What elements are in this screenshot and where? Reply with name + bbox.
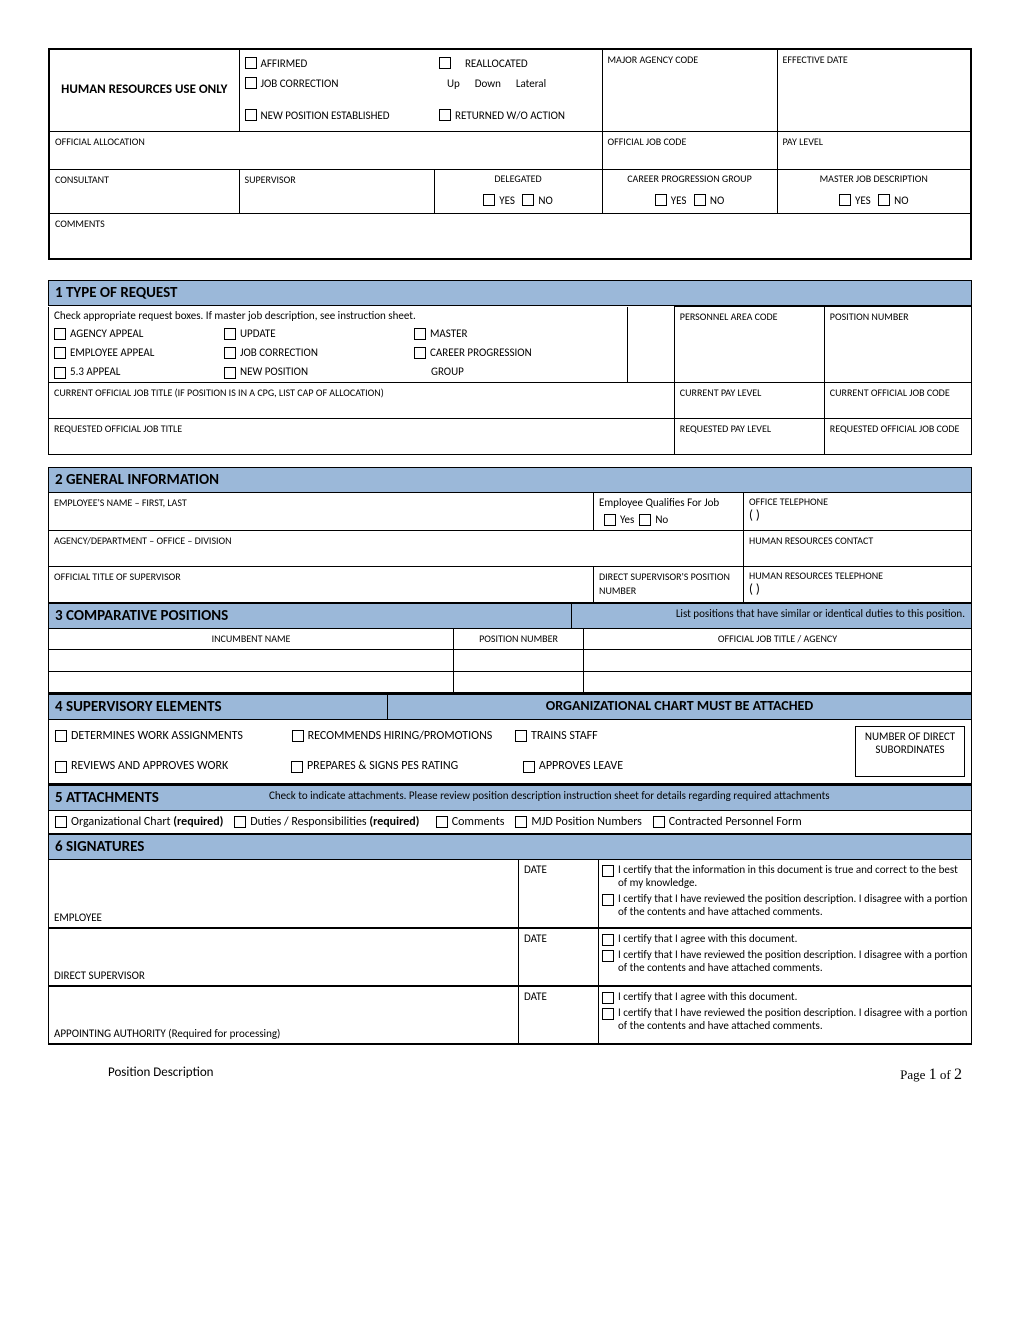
agency-appeal-cb[interactable] [54, 328, 66, 340]
newpos2-cb[interactable] [224, 367, 236, 379]
section-6-table: EMPLOYEE DATE I certify that the informa… [48, 860, 972, 1045]
hr-use-only-table: HUMAN RESOURCES USE ONLY AFFIRMED JOB CO… [48, 48, 972, 260]
contracted-cb[interactable] [653, 816, 665, 828]
emp-cert1-cb[interactable] [602, 865, 614, 877]
sup-cert2-cb[interactable] [602, 950, 614, 962]
section-2-header: 2 GENERAL INFORMATION [48, 467, 972, 493]
delegated-no[interactable] [522, 194, 534, 206]
section-3-table: INCUMBENT NAME POSITION NUMBER OFFICIAL … [48, 629, 972, 694]
mjd-yes[interactable] [839, 194, 851, 206]
cpg-no[interactable] [694, 194, 706, 206]
auth-cert1-cb[interactable] [602, 992, 614, 1004]
trains-cb[interactable] [515, 730, 527, 742]
section-3-header: 3 COMPARATIVE POSITIONS List positions t… [48, 603, 972, 629]
duties-cb[interactable] [234, 816, 246, 828]
section-1-header: 1 TYPE OF REQUEST [48, 280, 972, 306]
emp-appeal-cb[interactable] [54, 347, 66, 359]
orgchart-cb[interactable] [55, 816, 67, 828]
sup-cert1-cb[interactable] [602, 934, 614, 946]
recommends-cb[interactable] [292, 730, 304, 742]
update-cb[interactable] [224, 328, 236, 340]
section-4-body: DETERMINES WORK ASSIGNMENTS RECOMMENDS H… [48, 720, 972, 785]
emp-cert2-cb[interactable] [602, 894, 614, 906]
footer: Position Description Page 1 of 2 [48, 1045, 972, 1084]
section-6-header: 6 SIGNATURES [48, 834, 972, 860]
section-4-header: 4 SUPERVISORY ELEMENTS ORGANIZATIONAL CH… [48, 694, 972, 720]
reviews-cb[interactable] [55, 761, 67, 773]
approves-cb[interactable] [523, 761, 535, 773]
returned-checkbox[interactable] [439, 109, 451, 121]
mjd-no[interactable] [878, 194, 890, 206]
jobcorr-checkbox[interactable] [245, 77, 257, 89]
careerprog-cb[interactable] [414, 347, 426, 359]
qual-no[interactable] [639, 514, 651, 526]
affirmed-checkbox[interactable] [245, 57, 257, 69]
newpos-checkbox[interactable] [245, 109, 257, 121]
section-5-header: 5 ATTACHMENTS Check to indicate attachme… [48, 785, 972, 811]
comments-cb[interactable] [436, 816, 448, 828]
jobcorr2-cb[interactable] [224, 347, 236, 359]
master-cb[interactable] [414, 328, 426, 340]
section-5-body: Organizational Chart (required) Duties /… [48, 811, 972, 834]
53appeal-cb[interactable] [54, 367, 66, 379]
mjd-cb[interactable] [515, 816, 527, 828]
determines-cb[interactable] [55, 730, 67, 742]
delegated-yes[interactable] [483, 194, 495, 206]
auth-cert2-cb[interactable] [602, 1008, 614, 1020]
section-2-table: EMPLOYEE'S NAME – FIRST, LAST Employee Q… [48, 493, 972, 604]
prepares-cb[interactable] [291, 761, 303, 773]
qual-yes[interactable] [604, 514, 616, 526]
section-1-table: Check appropriate request boxes. If mast… [48, 306, 972, 455]
cpg-yes[interactable] [655, 194, 667, 206]
hr-title: HUMAN RESOURCES USE ONLY [55, 82, 234, 98]
realloc-checkbox[interactable] [439, 57, 451, 69]
num-direct-subs: NUMBER OF DIRECT SUBORDINATES [855, 726, 965, 777]
